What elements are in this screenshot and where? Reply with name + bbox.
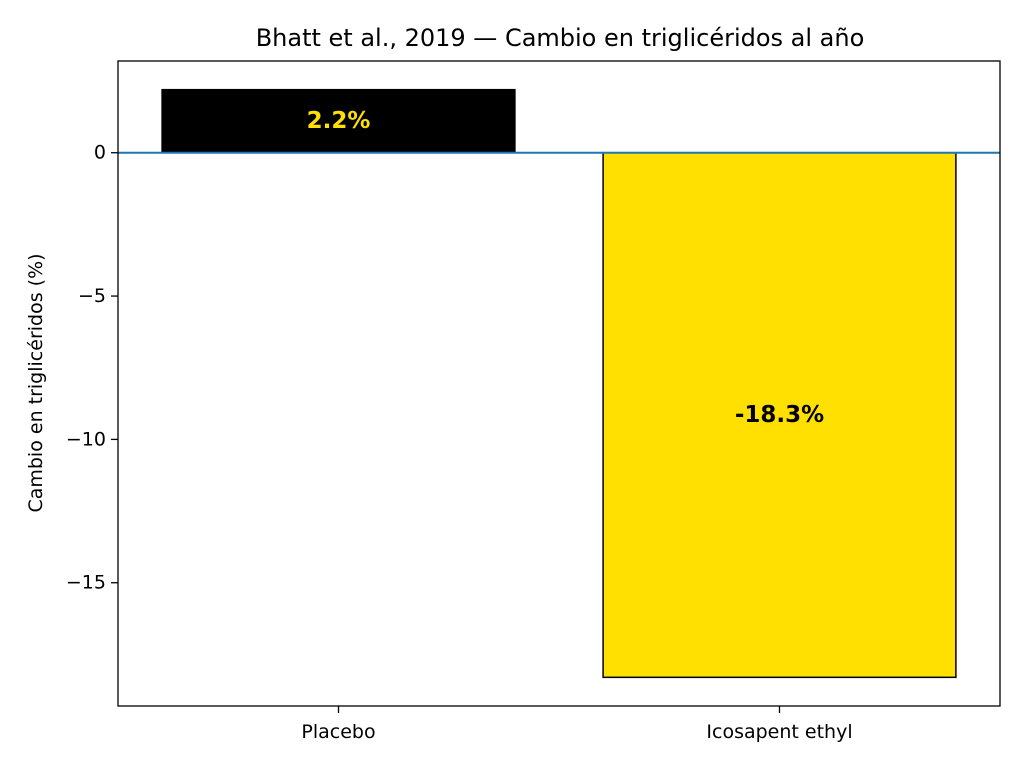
chart-title: Bhatt et al., 2019 — Cambio en triglicér… xyxy=(256,24,865,52)
bars xyxy=(161,88,957,679)
x-tick-label: Placebo xyxy=(301,721,375,743)
y-tick-label: −5 xyxy=(78,285,106,307)
x-tick-label: Icosapent ethyl xyxy=(706,721,852,743)
y-axis: 0 −5 −10 −15 xyxy=(66,142,118,594)
x-axis: Placebo Icosapent ethyl xyxy=(301,706,853,743)
data-labels: 2.2% -18.3% xyxy=(307,108,825,428)
data-label-placebo: 2.2% xyxy=(307,108,371,134)
y-tick-label: 0 xyxy=(94,142,106,164)
plot-frame xyxy=(117,60,1001,707)
bar-placebo xyxy=(161,88,516,154)
y-tick-label: −10 xyxy=(66,428,106,450)
y-axis-label: Cambio en triglicéridos (%) xyxy=(25,253,47,512)
data-label-icosapent-ethyl: -18.3% xyxy=(735,402,824,428)
y-tick-label: −15 xyxy=(66,572,106,594)
bar-icosapent-ethyl xyxy=(602,151,957,679)
